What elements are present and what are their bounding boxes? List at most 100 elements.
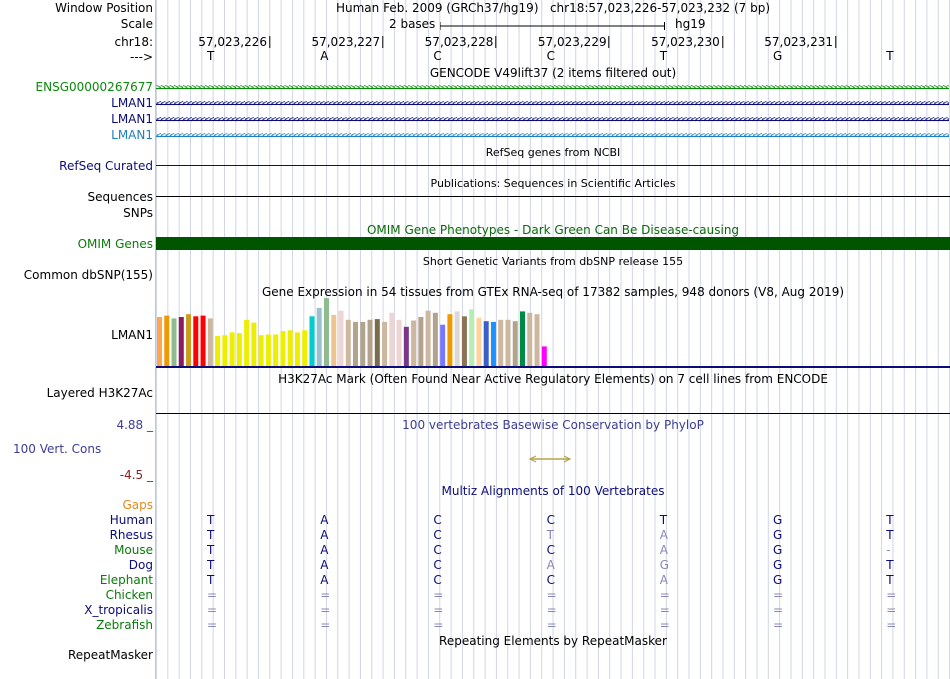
gtex-tissue-bar[interactable] — [164, 315, 170, 366]
phylop-track-label[interactable]: 100 Vert. Cons — [13, 442, 102, 456]
gtex-tissue-bar[interactable] — [178, 317, 184, 366]
species-label[interactable]: Human — [109, 513, 153, 527]
gencode-transcript-label[interactable]: ENSG00000267677 — [35, 80, 153, 94]
gtex-tissue-bar[interactable] — [338, 310, 344, 366]
species-label[interactable]: X_tropicalis — [84, 603, 153, 617]
gtex-tissue-bar[interactable] — [469, 309, 475, 366]
gtex-tissue-bar[interactable] — [490, 321, 496, 366]
gtex-tissue-bar[interactable] — [432, 312, 438, 366]
gtex-tissue-bar[interactable] — [520, 311, 525, 366]
species-label[interactable]: Mouse — [114, 543, 153, 557]
snps-track-label[interactable]: SNPs — [123, 206, 153, 220]
h3k27ac-track-label[interactable]: Layered H3K27Ac — [46, 386, 153, 400]
gtex-tissue-bar[interactable] — [236, 333, 242, 366]
repeatmasker-track-label[interactable]: RepeatMasker — [67, 648, 153, 662]
gtex-tissue-bar[interactable] — [527, 312, 533, 366]
gtex-tissue-bar[interactable] — [476, 317, 482, 366]
omim-track-label[interactable]: OMIM Genes — [77, 237, 153, 251]
species-label[interactable]: Zebrafish — [96, 618, 153, 632]
gtex-tissue-bar[interactable] — [265, 334, 271, 367]
gtex-tissue-bar[interactable] — [360, 321, 366, 366]
gtex-tissue-bar[interactable] — [186, 314, 192, 366]
gtex-tissue-bar[interactable] — [316, 307, 322, 366]
gtex-tissue-bar[interactable] — [294, 332, 300, 366]
h3k27ac-track-title[interactable]: H3K27Ac Mark (Often Found Near Active Re… — [278, 372, 828, 386]
gtex-tissue-bar[interactable] — [251, 322, 257, 366]
gtex-tissue-bar[interactable] — [418, 317, 424, 366]
gtex-tissue-bar[interactable] — [353, 321, 359, 366]
gtex-tissue-bar[interactable] — [207, 318, 213, 366]
gtex-tissue-bar[interactable] — [229, 332, 235, 366]
gtex-tissue-bar[interactable] — [454, 311, 460, 366]
gtex-tissue-bar[interactable] — [541, 346, 547, 366]
dbsnp-track-title[interactable]: Short Genetic Variants from dbSNP releas… — [422, 255, 684, 268]
gtex-tissue-bar[interactable] — [512, 321, 518, 366]
gtex-tissue-bar[interactable] — [244, 319, 250, 366]
gencode-transcript-label[interactable]: LMAN1 — [111, 128, 153, 142]
gtex-tissue-bar[interactable] — [273, 334, 279, 367]
gtex-tissue-bar[interactable] — [215, 335, 221, 366]
repeatmasker-track-title[interactable]: Repeating Elements by RepeatMasker — [439, 634, 667, 648]
species-label[interactable]: Elephant — [99, 573, 153, 587]
refseq-track-title[interactable]: RefSeq genes from NCBI — [485, 146, 621, 159]
gtex-tissue-bar[interactable] — [287, 330, 293, 366]
aligned-base: T — [207, 513, 215, 527]
gtex-tissue-bar[interactable] — [411, 320, 417, 367]
gencode-transcript-label[interactable]: LMAN1 — [111, 96, 153, 110]
omim-phenotype-bar[interactable] — [156, 237, 950, 250]
gtex-tissue-bar[interactable] — [396, 319, 402, 366]
gtex-track-title[interactable]: Gene Expression in 54 tissues from GTEx … — [261, 285, 845, 299]
position-tick-label: 57,023,231 — [764, 35, 836, 49]
scale-label: Scale — [120, 17, 153, 31]
aligned-base: A — [320, 528, 329, 542]
gtex-tissue-bar[interactable] — [302, 330, 308, 366]
gtex-tissue-bar[interactable] — [534, 314, 540, 366]
forward-strand-arrows[interactable]: >>>>>>>>>>>>>>>>>>>>>>>>>>>>>>>>>>>>>>>>… — [156, 83, 949, 93]
gencode-transcript-label[interactable]: LMAN1 — [111, 112, 153, 126]
species-label[interactable]: Chicken — [105, 588, 153, 602]
gtex-tissue-bar[interactable] — [367, 319, 373, 366]
reverse-strand-arrows[interactable]: <<<<<<<<<<<<<<<<<<<<<<<<<<<<<<<<<<<<<<<<… — [156, 131, 949, 141]
gtex-tissue-bar[interactable] — [498, 319, 504, 366]
dbsnp-track-label[interactable]: Common dbSNP(155) — [23, 268, 153, 282]
gtex-tissue-bar[interactable] — [374, 319, 380, 366]
gtex-tissue-bar[interactable] — [505, 319, 511, 366]
gaps-track-label[interactable]: Gaps — [122, 498, 153, 512]
aligned-base: = — [320, 618, 331, 632]
gtex-tissue-bar[interactable] — [447, 314, 453, 366]
species-label[interactable]: Rhesus — [109, 528, 153, 542]
gtex-tissue-bar[interactable] — [483, 321, 489, 366]
gtex-tissue-bar[interactable] — [323, 298, 329, 366]
gtex-track-label[interactable]: LMAN1 — [111, 328, 153, 342]
phylop-track-title[interactable]: 100 vertebrates Basewise Conservation by… — [402, 418, 704, 432]
multiz-track-title[interactable]: Multiz Alignments of 100 Vertebrates — [441, 484, 665, 498]
gencode-track-title[interactable]: GENCODE V49lift37 (2 items filtered out) — [429, 66, 677, 80]
refseq-track-label[interactable]: RefSeq Curated — [59, 159, 153, 173]
gtex-tissue-bar[interactable] — [280, 331, 286, 366]
species-label[interactable]: Dog — [128, 558, 153, 572]
gtex-tissue-bar[interactable] — [382, 321, 388, 366]
gtex-tissue-bar[interactable] — [403, 326, 409, 366]
gtex-tissue-bar[interactable] — [222, 335, 228, 366]
position-tick-label: 57,023,226 — [198, 35, 270, 49]
gtex-tissue-bar[interactable] — [345, 319, 351, 366]
gtex-expression-bars[interactable] — [156, 296, 550, 366]
gtex-tissue-bar[interactable] — [157, 317, 162, 366]
gtex-tissue-bar[interactable] — [258, 335, 264, 366]
gtex-tissue-bar[interactable] — [200, 315, 206, 366]
gtex-tissue-bar[interactable] — [440, 324, 446, 366]
gtex-tissue-bar[interactable] — [461, 316, 467, 366]
gtex-tissue-bar[interactable] — [425, 310, 431, 366]
gtex-tissue-bar[interactable] — [331, 314, 337, 366]
omim-track-title[interactable]: OMIM Gene Phenotypes - Dark Green Can Be… — [366, 223, 740, 237]
publications-track-title[interactable]: Publications: Sequences in Scientific Ar… — [430, 177, 676, 190]
gtex-tissue-bar[interactable] — [309, 316, 315, 366]
aligned-base: G — [773, 558, 783, 572]
reverse-strand-arrows[interactable]: <<<<<<<<<<<<<<<<<<<<<<<<<<<<<<<<<<<<<<<<… — [156, 99, 949, 109]
gtex-tissue-bar[interactable] — [193, 316, 199, 366]
gtex-tissue-bar[interactable] — [171, 318, 177, 366]
sequences-track-label[interactable]: Sequences — [87, 190, 153, 204]
gtex-tissue-bar[interactable] — [389, 312, 395, 366]
aligned-base: T — [207, 528, 215, 542]
reverse-strand-arrows[interactable]: <<<<<<<<<<<<<<<<<<<<<<<<<<<<<<<<<<<<<<<<… — [156, 115, 949, 125]
